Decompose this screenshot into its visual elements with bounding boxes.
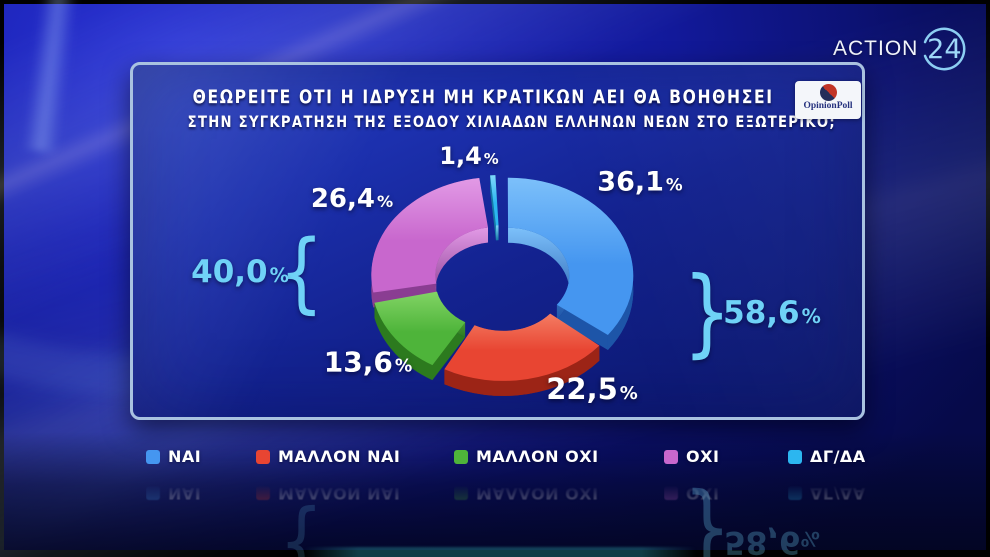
channel-logo-text: ACTION	[833, 37, 919, 60]
label-nai-percent: 36,1%	[597, 166, 683, 198]
legend-item-mallon-nai: ΜΑΛΛΟΝ ΝΑΙ	[256, 447, 400, 466]
donut-chart	[371, 175, 634, 396]
floor-shadow	[4, 432, 986, 550]
channel-logo: ACTION 24	[833, 24, 969, 74]
legend-swatch-dg-da	[788, 449, 802, 464]
label-oxi-percent: 26,4%	[310, 184, 394, 214]
label-mallon-oxi-percent: 13,6%	[323, 345, 413, 379]
legend-swatch-nai	[146, 449, 160, 464]
legend-swatch-mallon-nai	[256, 449, 270, 464]
legend-item-oxi: ΟΧΙ	[664, 447, 719, 466]
opinion-poll-logo: OpinionPoll	[795, 81, 861, 119]
question-title-line2: ΣΤΗΝ ΣΥΓΚΡΑΤΗΣΗ ΤΗΣ ΕΞΟΔΟΥ ΧΙΛΙΑΔΩΝ ΕΛΛΗ…	[187, 113, 836, 131]
legend-item-mallon-oxi: ΜΑΛΛΟΝ ΟΧΙ	[454, 447, 599, 466]
label-mallon-nai-percent: 22,5%	[546, 372, 638, 406]
floor-reflection-bar	[304, 547, 696, 557]
label-total-no-percent: 40,0%	[191, 254, 289, 290]
legend-item-nai: ΝΑΙ	[146, 447, 201, 466]
legend-item-dg-da: ΔΓ/ΔΑ	[788, 447, 866, 466]
left-curly-bracket: {	[279, 220, 324, 324]
legend-reflection: ΝΑΙ	[146, 484, 201, 503]
total-yes-reflection: 58,6%	[724, 524, 820, 557]
channel-logo-number: 24	[927, 33, 962, 65]
right-curly-bracket: }	[683, 255, 732, 367]
legend-reflection: ΔΓ/ΔΑ	[788, 484, 866, 503]
opinion-poll-logo-text: OpinionPoll	[803, 101, 853, 111]
label-total-yes-percent: 58,6%	[723, 295, 821, 331]
legend-swatch-mallon-oxi	[454, 449, 468, 464]
left-bracket-reflection: {	[279, 497, 324, 557]
opinion-poll-globe-icon	[819, 84, 837, 101]
legend-reflection: ΜΑΛΛΟΝ ΝΑΙ	[256, 484, 400, 503]
question-title-line1: ΘΕΩΡΕΙΤΕ ΟΤΙ Η ΙΔΡΥΣΗ ΜΗ ΚΡΑΤΙΚΩΝ ΑΕΙ ΘΑ…	[192, 86, 774, 108]
legend-swatch-oxi	[664, 449, 678, 464]
label-dg-da-percent: 1,4%	[439, 142, 499, 170]
channel-logo-24-badge: 24	[919, 24, 969, 74]
legend-reflection: ΜΑΛΛΟΝ ΟΧΙ	[454, 484, 599, 503]
circle-swoosh-icon	[924, 27, 966, 71]
